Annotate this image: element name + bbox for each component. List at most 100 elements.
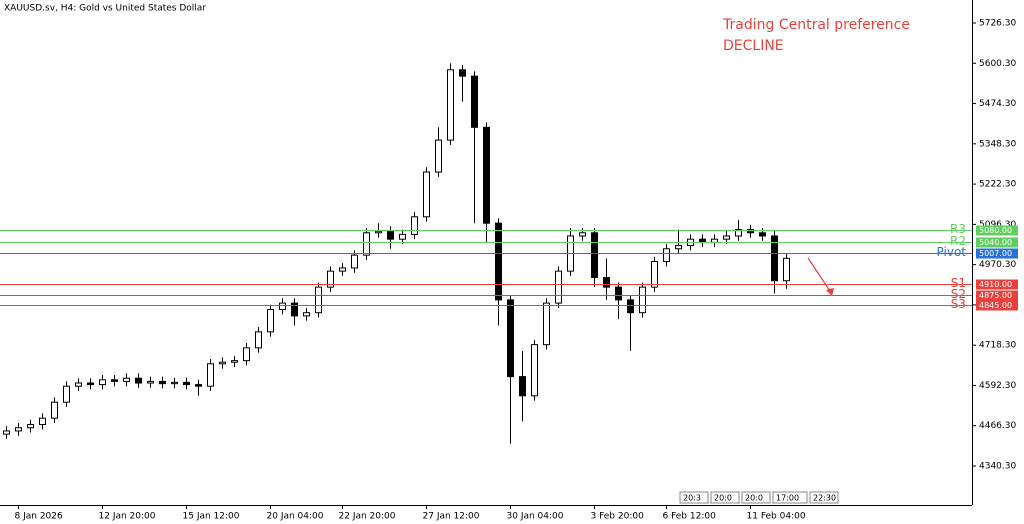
candle-body <box>387 230 394 240</box>
candle-body <box>579 232 586 237</box>
y-tick-label: 5726.30 <box>979 19 1016 29</box>
x-tick-label: 6 Feb 12:00 <box>663 512 717 522</box>
candle-body <box>171 381 178 385</box>
time-box <box>809 491 839 504</box>
y-tick-label: 4466.30 <box>979 421 1016 431</box>
level-label: 5040.00 <box>979 238 1012 247</box>
candle-body <box>183 381 190 386</box>
x-tick-label: 15 Jan 12:00 <box>183 512 240 522</box>
candle-body <box>495 222 502 301</box>
candle-body <box>519 376 526 397</box>
level-box <box>976 290 1018 301</box>
candle-body <box>399 233 406 240</box>
candle-body <box>87 382 94 386</box>
level-label: 5007.00 <box>979 249 1012 258</box>
candle-body <box>243 347 250 362</box>
level-box <box>976 225 1018 236</box>
candle-body <box>363 232 370 256</box>
candle-body <box>543 302 550 346</box>
level-box <box>976 237 1018 248</box>
y-tick-label: 4340.30 <box>979 462 1016 472</box>
candle-body <box>507 299 514 378</box>
y-tick-label: 5600.30 <box>979 59 1016 69</box>
candle-body <box>651 261 658 288</box>
x-tick-label: 8 Jan 2026 <box>15 512 63 522</box>
level-box <box>976 279 1018 290</box>
time-box <box>741 491 771 504</box>
candle-body <box>627 299 634 314</box>
candle-body <box>351 254 358 269</box>
candle-body <box>159 380 166 385</box>
candle-body <box>447 69 454 141</box>
candle-body <box>663 248 670 263</box>
annotation: DECLINE <box>723 38 784 54</box>
chart-title: XAUUSD.sv, H4: Gold vs United States Dol… <box>4 4 206 14</box>
level-name: S1 <box>951 276 966 290</box>
y-tick-label: 4592.30 <box>979 381 1016 391</box>
candle-body <box>531 344 538 397</box>
level-name: S2 <box>951 287 966 301</box>
level-name: S3 <box>951 297 966 311</box>
y-tick-label: 4970.30 <box>979 260 1016 270</box>
y-tick-label: 5222.30 <box>979 180 1016 190</box>
arrow-head <box>826 288 834 296</box>
candle-body <box>111 379 118 382</box>
candle-body <box>63 385 70 403</box>
y-tick-label: 5096.30 <box>979 220 1016 230</box>
time-box-label: 22:30 <box>813 494 836 503</box>
candle-body <box>591 232 598 279</box>
time-box-label: 20:0 <box>745 494 763 503</box>
annotation: Trading Central preference <box>722 17 910 33</box>
y-tick-label: 5348.30 <box>979 139 1016 149</box>
candle-body <box>147 380 154 384</box>
level-name: R3 <box>950 222 966 236</box>
arrow <box>807 257 833 295</box>
x-tick-label: 27 Jan 12:00 <box>423 512 480 522</box>
candle-body <box>615 286 622 301</box>
level-name: Pivot <box>937 245 967 259</box>
level-box <box>976 300 1018 311</box>
candle-body <box>135 377 142 384</box>
candle-body <box>219 361 226 365</box>
candle-body <box>435 139 442 173</box>
candle-body <box>423 171 430 218</box>
y-tick-label: 5474.30 <box>979 99 1016 109</box>
x-tick-label: 11 Feb 04:00 <box>747 512 806 522</box>
candle-body <box>27 424 34 429</box>
candle-body <box>195 384 202 387</box>
level-label: 4875.00 <box>979 291 1012 300</box>
candle-body <box>471 75 478 128</box>
candle-body <box>327 270 334 288</box>
candle-body <box>255 331 262 349</box>
time-box-label: 20:3 <box>683 494 701 503</box>
candle-body <box>267 308 274 333</box>
time-box <box>710 491 740 504</box>
candle-body <box>555 270 562 304</box>
candle-body <box>483 126 490 224</box>
candle-body <box>783 257 790 282</box>
candle-body <box>771 235 778 282</box>
candle-body <box>123 377 130 382</box>
candle-body <box>315 286 322 314</box>
candle-body <box>723 235 730 240</box>
level-name: R2 <box>950 234 966 248</box>
candle-body <box>603 277 610 288</box>
time-box <box>772 491 808 504</box>
candle-body <box>75 382 82 387</box>
candle-body <box>699 238 706 243</box>
candle-body <box>15 427 22 432</box>
x-tick-label: 30 Jan 04:00 <box>507 512 564 522</box>
x-tick-label: 3 Feb 20:00 <box>591 512 645 522</box>
level-label: 4910.00 <box>979 280 1012 289</box>
time-box <box>679 491 709 504</box>
candle-body <box>711 238 718 243</box>
candle-body <box>207 363 214 387</box>
candle-body <box>3 430 10 435</box>
candle-body <box>375 230 382 234</box>
time-box-label: 17:00 <box>776 494 799 503</box>
candle-body <box>747 229 754 234</box>
candle-body <box>51 401 58 419</box>
level-label: 5080.00 <box>979 226 1012 235</box>
candle-body <box>39 417 46 426</box>
